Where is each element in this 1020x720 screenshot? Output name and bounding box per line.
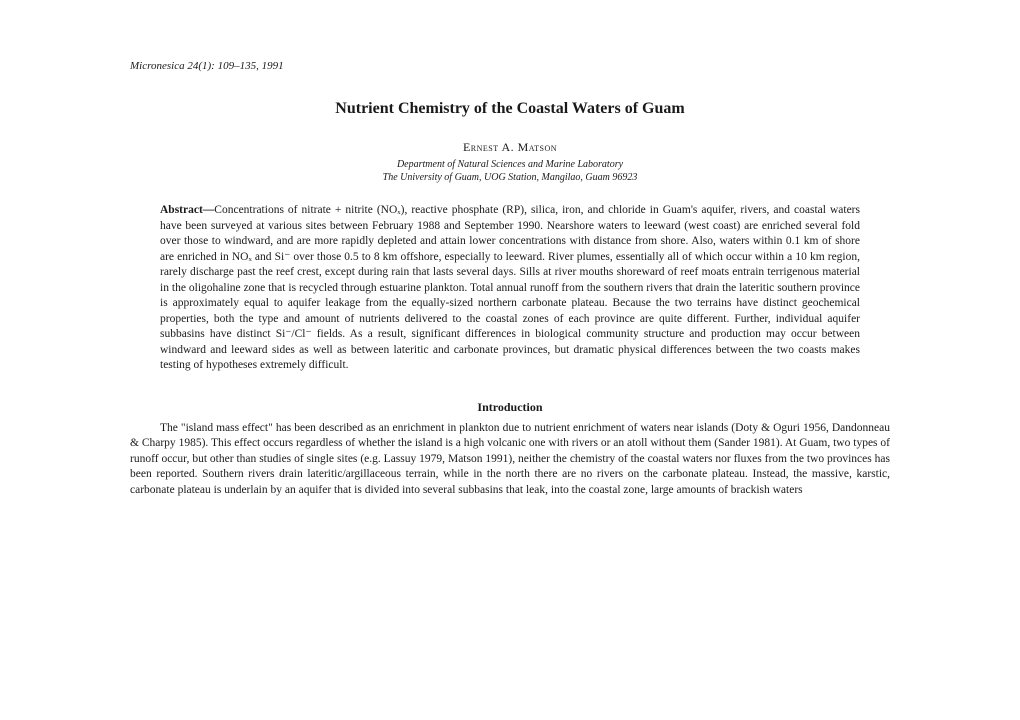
journal-citation: Micronesica 24(1): 109–135, 1991 (130, 60, 890, 72)
abstract-text: Concentrations of nitrate + nitrite (NOₓ… (160, 204, 860, 371)
affiliation-block: Department of Natural Sciences and Marin… (130, 159, 890, 183)
affiliation-department: Department of Natural Sciences and Marin… (130, 159, 890, 170)
affiliation-university: The University of Guam, UOG Station, Man… (130, 172, 890, 183)
introduction-paragraph: The "island mass effect" has been descri… (130, 421, 890, 499)
introduction-heading: Introduction (130, 400, 890, 415)
paper-title: Nutrient Chemistry of the Coastal Waters… (130, 100, 890, 118)
abstract-section: Abstract—Concentrations of nitrate + nit… (160, 203, 860, 374)
abstract-label: Abstract— (160, 204, 214, 216)
author-name: Ernest A. Matson (130, 140, 890, 155)
